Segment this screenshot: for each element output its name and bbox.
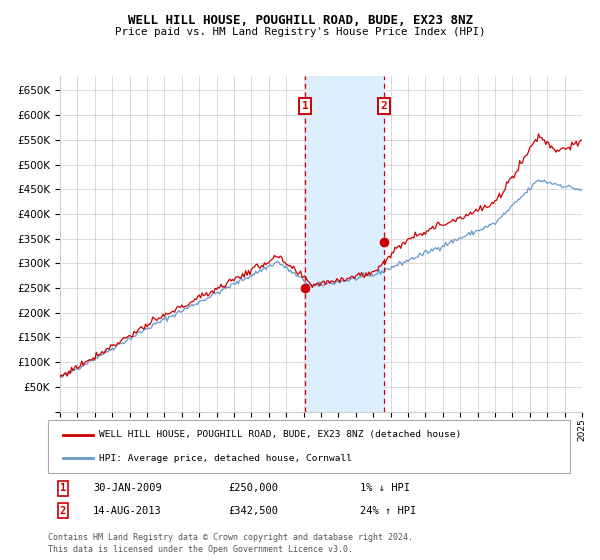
Text: 1: 1	[302, 101, 308, 111]
Text: 1% ↓ HPI: 1% ↓ HPI	[360, 483, 410, 493]
Text: HPI: Average price, detached house, Cornwall: HPI: Average price, detached house, Corn…	[99, 454, 352, 463]
Text: WELL HILL HOUSE, POUGHILL ROAD, BUDE, EX23 8NZ (detached house): WELL HILL HOUSE, POUGHILL ROAD, BUDE, EX…	[99, 431, 461, 440]
Text: 24% ↑ HPI: 24% ↑ HPI	[360, 506, 416, 516]
Text: This data is licensed under the Open Government Licence v3.0.: This data is licensed under the Open Gov…	[48, 545, 353, 554]
Bar	[305, 76, 384, 412]
Text: Contains HM Land Registry data © Crown copyright and database right 2024.: Contains HM Land Registry data © Crown c…	[48, 533, 413, 542]
Text: 1: 1	[60, 483, 66, 493]
Text: 30-JAN-2009: 30-JAN-2009	[93, 483, 162, 493]
Text: 2: 2	[60, 506, 66, 516]
Text: Price paid vs. HM Land Registry's House Price Index (HPI): Price paid vs. HM Land Registry's House …	[115, 27, 485, 37]
Text: 14-AUG-2013: 14-AUG-2013	[93, 506, 162, 516]
Text: WELL HILL HOUSE, POUGHILL ROAD, BUDE, EX23 8NZ: WELL HILL HOUSE, POUGHILL ROAD, BUDE, EX…	[128, 14, 473, 27]
Text: £250,000: £250,000	[228, 483, 278, 493]
Text: 2: 2	[380, 101, 388, 111]
Text: £342,500: £342,500	[228, 506, 278, 516]
